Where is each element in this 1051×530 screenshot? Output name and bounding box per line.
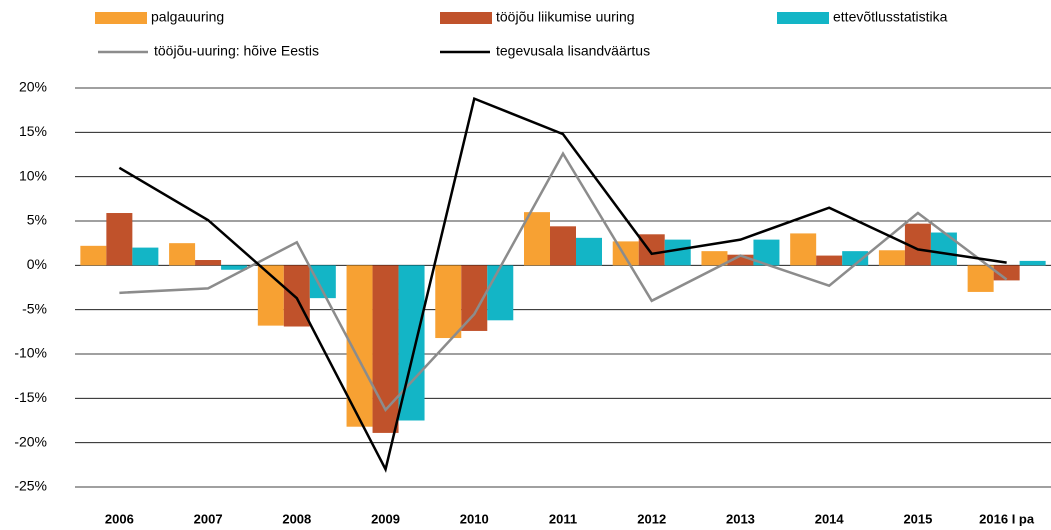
bar [664, 239, 691, 266]
x-tick-label: 2013 [726, 511, 755, 526]
x-tick-label: 2016 I pa [979, 511, 1035, 526]
line [118, 96, 1007, 473]
bar [195, 260, 222, 266]
y-tick-label: -15% [14, 389, 47, 405]
bar [550, 226, 576, 266]
bar [221, 265, 248, 270]
bar [993, 265, 1020, 281]
bar [80, 245, 107, 266]
x-tick-label: 2008 [282, 511, 311, 526]
x-tick-label: 2011 [549, 511, 577, 526]
legend-swatch [95, 12, 147, 24]
bar [790, 233, 817, 266]
bar [524, 212, 550, 266]
x-tick-label: 2015 [903, 511, 932, 526]
bar [930, 232, 957, 266]
y-tick-label: 5% [27, 212, 47, 228]
legend-swatch [777, 12, 829, 24]
bar [169, 243, 196, 266]
legend-label: ettevõtlusstatistika [833, 9, 948, 25]
y-tick-label: -10% [14, 345, 47, 361]
legend-label: tegevusala lisandväärtus [496, 43, 650, 59]
legend-label: palgauuring [151, 9, 224, 25]
bar [638, 234, 665, 266]
x-tick-label: 2010 [460, 511, 489, 526]
y-tick-label: 0% [27, 256, 47, 272]
y-tick-label: 10% [19, 167, 47, 183]
legend-label: tööjõu liikumise uuring [496, 9, 635, 25]
bar [576, 237, 602, 266]
x-tick-label: 2009 [371, 511, 400, 526]
x-tick-label: 2007 [194, 511, 223, 526]
bar [435, 265, 462, 339]
line [119, 151, 1008, 413]
x-tick-label: 2012 [637, 511, 666, 526]
bar [106, 213, 133, 266]
y-tick-label: 15% [19, 123, 47, 139]
bar [816, 255, 843, 266]
bar [1019, 260, 1046, 266]
bar [487, 265, 514, 321]
bar [701, 251, 728, 266]
bar [727, 254, 754, 266]
bar [132, 247, 159, 266]
bar [372, 265, 399, 433]
bar [878, 250, 905, 266]
bar [967, 265, 994, 292]
x-tick-label: 2014 [815, 511, 845, 526]
y-tick-label: -5% [22, 300, 47, 316]
x-tick-label: 2006 [105, 511, 134, 526]
y-tick-label: -25% [14, 478, 47, 494]
legend-label: tööjõu-uuring: hõive Eestis [154, 43, 319, 59]
legend-swatch [440, 12, 492, 24]
y-tick-label: -20% [14, 433, 47, 449]
y-tick-label: 20% [19, 79, 47, 95]
bar [842, 251, 869, 266]
